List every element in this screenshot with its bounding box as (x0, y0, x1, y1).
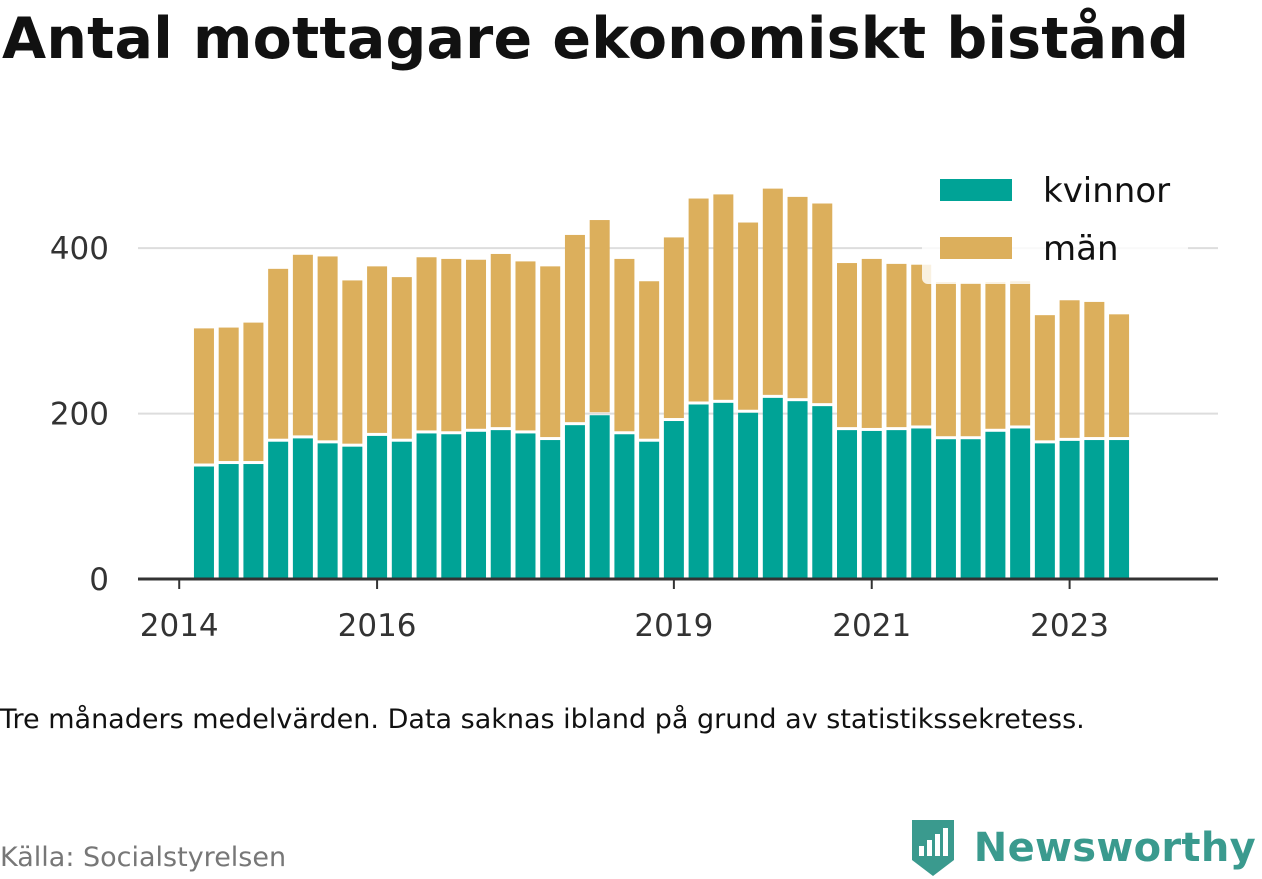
bar-kvinnor (614, 434, 635, 579)
bar-kvinnor (466, 431, 487, 579)
x-tick-label: 2019 (634, 608, 713, 644)
bar-man (490, 253, 511, 428)
bar-man (911, 264, 932, 426)
bar-kvinnor (985, 431, 1006, 579)
bar-man (960, 282, 981, 437)
bar-kvinnor (911, 428, 932, 579)
bar-man (738, 222, 759, 410)
bar-man (861, 258, 882, 428)
bar-kvinnor (342, 446, 363, 579)
bar-man (812, 203, 833, 404)
legend-swatch (940, 237, 1012, 259)
bar-kvinnor (886, 430, 907, 579)
bar-kvinnor (540, 440, 561, 579)
bar-kvinnor (441, 434, 462, 579)
bar-kvinnor (935, 439, 956, 579)
bar-kvinnor (218, 464, 239, 579)
bar-man (193, 328, 214, 464)
bar-kvinnor (193, 466, 214, 579)
bar-man (688, 198, 709, 402)
bar-kvinnor (688, 404, 709, 579)
bar-man (466, 259, 487, 429)
bar-man (837, 263, 858, 428)
bar-kvinnor (1034, 443, 1055, 579)
bar-kvinnor (812, 406, 833, 579)
bar-man (441, 258, 462, 432)
chart-note: Tre månaders medelvärden. Data saknas ib… (0, 704, 1085, 735)
bar-man (985, 282, 1006, 429)
bar-man (540, 266, 561, 438)
bar-kvinnor (268, 441, 289, 579)
bar-man (886, 263, 907, 428)
bar-man (391, 277, 412, 439)
bar-kvinnor (1084, 440, 1105, 579)
bar-man (243, 322, 264, 462)
bar-kvinnor (861, 430, 882, 579)
y-tick-label: 0 (89, 562, 109, 598)
bar-man (935, 282, 956, 437)
bar-man (367, 266, 388, 433)
bar-man (713, 194, 734, 400)
newsworthy-logo-icon (911, 820, 954, 876)
bar-kvinnor (317, 443, 338, 579)
bar-kvinnor (292, 438, 313, 579)
bar-kvinnor (416, 433, 437, 579)
bar-kvinnor (762, 397, 783, 579)
bar-kvinnor (639, 441, 660, 579)
bar-man (787, 196, 808, 399)
bar-kvinnor (837, 430, 858, 579)
bar-man (416, 257, 437, 431)
bar-kvinnor (367, 435, 388, 579)
bar-kvinnor (589, 415, 610, 579)
bar-man (1084, 301, 1105, 438)
bar-man (614, 258, 635, 432)
bar-man (1109, 314, 1130, 438)
x-tick-label: 2021 (832, 608, 911, 644)
bar-man (1010, 281, 1031, 426)
bar-man (515, 261, 536, 431)
bar-kvinnor (663, 421, 684, 579)
x-tick-label: 2016 (338, 608, 417, 644)
y-tick-label: 200 (50, 397, 109, 433)
bar-man (564, 234, 585, 423)
y-tick-label: 400 (50, 231, 109, 267)
bar-man (1034, 315, 1055, 441)
source-text: Källa: Socialstyrelsen (0, 842, 287, 873)
bar-man (342, 280, 363, 444)
bar-man (218, 327, 239, 462)
bar-man (589, 220, 610, 413)
bar-kvinnor (1010, 428, 1031, 579)
bar-man (639, 281, 660, 439)
bar-kvinnor (738, 412, 759, 579)
bar-kvinnor (960, 439, 981, 579)
brand-name: Newsworthy (973, 825, 1256, 871)
stacked-bar-chart: 0 200 400 2014 2016 2019 2021 2023 kvinnor män (49, 171, 1218, 644)
bar-man (663, 237, 684, 419)
bar-man (317, 256, 338, 441)
bar-kvinnor (713, 402, 734, 579)
brand-logo: Newsworthy (908, 818, 1256, 878)
chart-title: Antal mottagare ekonomiskt bistånd (2, 6, 1190, 72)
bar-kvinnor (1109, 440, 1130, 579)
x-tick-label: 2014 (140, 608, 219, 644)
legend-swatch (940, 179, 1012, 201)
bar-kvinnor (1059, 440, 1080, 579)
bar-kvinnor (391, 441, 412, 579)
bar-kvinnor (787, 401, 808, 579)
x-tick-label: 2023 (1030, 608, 1109, 644)
bar-man (292, 254, 313, 436)
bar-man (268, 268, 289, 439)
bar-man (762, 188, 783, 395)
bar-kvinnor (243, 464, 264, 579)
legend-label: män (1043, 229, 1119, 269)
legend-label: kvinnor (1043, 171, 1170, 211)
bar-kvinnor (564, 425, 585, 579)
bar-kvinnor (490, 430, 511, 579)
bar-man (1059, 300, 1080, 438)
bar-kvinnor (515, 433, 536, 579)
